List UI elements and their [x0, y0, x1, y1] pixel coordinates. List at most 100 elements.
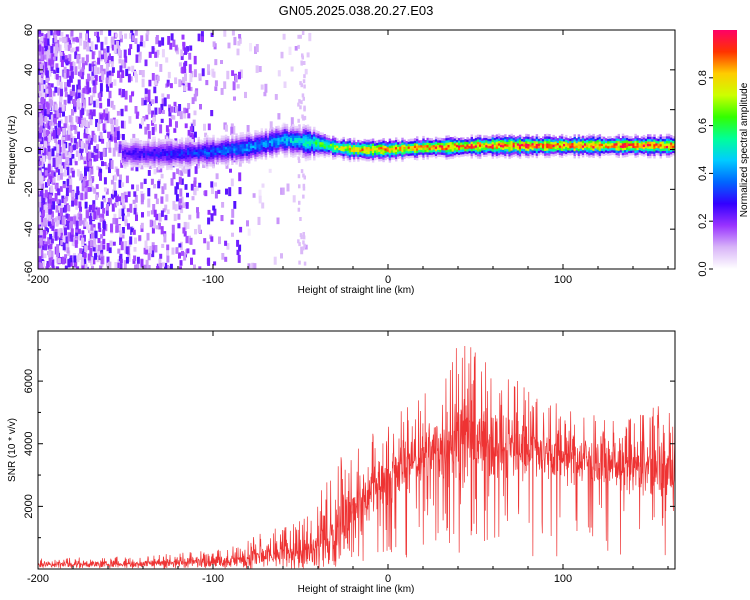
- spectrogram-ridge-cell: [670, 142, 673, 145]
- spectrogram-ridge-cell: [294, 152, 297, 155]
- spectrogram-noise-cell: [297, 44, 300, 49]
- spectrogram-ridge-cell: [222, 161, 226, 165]
- spectrogram-ridge-cell: [355, 149, 358, 152]
- spectrogram-noise-cell: [54, 184, 58, 190]
- colorbar: 0.00.20.40.60.8 Normalized spectral ampl…: [697, 30, 750, 277]
- spectrogram-ridge-cell: [157, 140, 161, 144]
- spectrogram-noise-cell: [52, 172, 56, 177]
- spectrogram-noise-cell: [236, 249, 240, 256]
- spectrogram-ridge-cell: [140, 141, 144, 144]
- spectrogram-ridge-cell: [332, 145, 335, 148]
- spectrogram-ridge-cell: [134, 145, 137, 148]
- spectrogram-ridge-cell: [514, 148, 518, 152]
- spectrogram-noise-cell: [83, 252, 87, 259]
- spectrogram-noise-cell: [180, 53, 184, 60]
- spectrogram-noise-cell: [111, 203, 115, 212]
- spectrogram-ridge-cell: [367, 151, 371, 155]
- spectrogram-ridge-cell: [510, 143, 513, 146]
- spectrogram-ridge-cell: [241, 153, 245, 157]
- spectrogram-ridge-cell: [474, 137, 478, 141]
- spectrogram-noise-cell: [118, 208, 122, 218]
- spectrogram-ridge-cell: [384, 145, 387, 149]
- spectrogram-ridge-cell: [466, 153, 469, 157]
- spectrogram-ridge-cell: [665, 150, 669, 154]
- spectrogram-ridge-cell: [313, 126, 316, 130]
- spectrogram-ridge-cell: [363, 138, 366, 142]
- spectrogram-ridge-cell: [239, 153, 242, 157]
- spectrogram-noise-cell: [140, 191, 144, 197]
- spectrogram-noise-cell: [63, 99, 67, 106]
- spectrogram-ridge-cell: [304, 146, 308, 150]
- spectrogram-ridge-cell: [588, 143, 591, 146]
- spectrogram-ridge-cell: [451, 153, 455, 157]
- spectrogram-ridge-cell: [430, 140, 434, 144]
- spectrogram-ridge-cell: [439, 154, 442, 157]
- spectrogram-ridge-cell: [542, 153, 545, 156]
- spectrogram-ridge-cell: [659, 144, 662, 147]
- spectrogram-ridge-cell: [334, 154, 337, 157]
- spectrogram-ridge-cell: [460, 139, 463, 143]
- spectrogram-ridge-cell: [317, 131, 320, 134]
- spectrogram-ridge-cell: [168, 167, 171, 170]
- spectrogram-ridge-cell: [145, 150, 148, 154]
- spectrogram-ridge-cell: [384, 143, 387, 146]
- spectrogram-noise-cell: [54, 123, 58, 130]
- spectrogram-noise-cell: [124, 195, 128, 203]
- spectrogram-noise-cell: [40, 110, 44, 116]
- spectrogram-noise-cell: [300, 235, 303, 240]
- spectrogram-ridge-cell: [628, 138, 631, 142]
- spectrogram-ridge-cell: [260, 144, 263, 148]
- spectrogram-ridge-cell: [504, 155, 507, 159]
- spectrogram-noise-cell: [56, 248, 60, 257]
- spectrogram-ridge-cell: [621, 143, 625, 146]
- spectrogram-ridge-cell: [250, 150, 253, 154]
- spectrogram-ridge-cell: [533, 140, 536, 144]
- spectrogram-ridge-cell: [147, 148, 150, 151]
- spectrogram-ridge-cell: [434, 148, 438, 152]
- spectrogram-ridge-cell: [306, 148, 310, 151]
- spectrogram-ridge-cell: [670, 149, 673, 152]
- spectrogram-noise-cell: [125, 256, 129, 264]
- spectrogram-ridge-cell: [395, 144, 398, 148]
- spectrogram-noise-cell: [83, 40, 87, 50]
- spectrogram-ridge-cell: [279, 146, 282, 150]
- spectrogram-ridge-cell: [208, 149, 211, 153]
- spectrogram-ridge-cell: [376, 140, 379, 143]
- spectrogram-noise-cell: [122, 213, 125, 222]
- spectrogram-ridge-cell: [224, 163, 228, 166]
- spectrogram-ridge-cell: [275, 138, 278, 141]
- spectrogram-ridge-cell: [145, 148, 148, 151]
- spectrogram-noise-cell: [86, 42, 90, 52]
- spectrogram-ridge-cell: [659, 153, 662, 157]
- spectrogram-noise-cell: [57, 44, 61, 52]
- spectrogram-ridge-cell: [544, 146, 547, 149]
- spectrogram-ridge-cell: [443, 150, 446, 153]
- spectrogram-ridge-cell: [626, 147, 629, 150]
- spectrogram-noise-cell: [173, 213, 177, 221]
- spectrogram-ridge-cell: [525, 133, 528, 137]
- spectrogram-ridge-cell: [149, 160, 152, 164]
- spectrogram-ridge-cell: [361, 155, 364, 158]
- spectrogram-noise-cell: [83, 99, 87, 108]
- spectrogram-ridge-cell: [128, 154, 131, 158]
- spectrogram-ridge-cell: [233, 157, 236, 161]
- spectrogram-ridge-cell: [214, 159, 217, 163]
- spectrogram-noise-cell: [45, 151, 49, 159]
- spectrogram-ridge-cell: [495, 155, 499, 159]
- spectrogram-ridge-cell: [577, 148, 581, 152]
- spectrogram-ridge-cell: [147, 138, 150, 142]
- spectrogram-ridge-cell: [567, 145, 570, 148]
- spectrogram-ridge-cell: [380, 149, 383, 152]
- spectrogram-ridge-cell: [323, 136, 326, 139]
- spectrogram-noise-cell: [297, 118, 300, 123]
- spectrogram-ridge-cell: [313, 157, 316, 161]
- spectrogram-ridge-cell: [539, 140, 543, 143]
- spectrogram-ridge-cell: [434, 141, 438, 145]
- spectrogram-noise-cell: [38, 170, 42, 176]
- spectrogram-noise-cell: [151, 120, 154, 126]
- spectrogram-noise-cell: [61, 56, 65, 62]
- spectrogram-noise-cell: [71, 109, 74, 116]
- spectrogram-ridge-cell: [476, 139, 480, 142]
- spectrogram-ridge-cell: [227, 162, 230, 165]
- spectrogram-noise-cell: [228, 187, 232, 197]
